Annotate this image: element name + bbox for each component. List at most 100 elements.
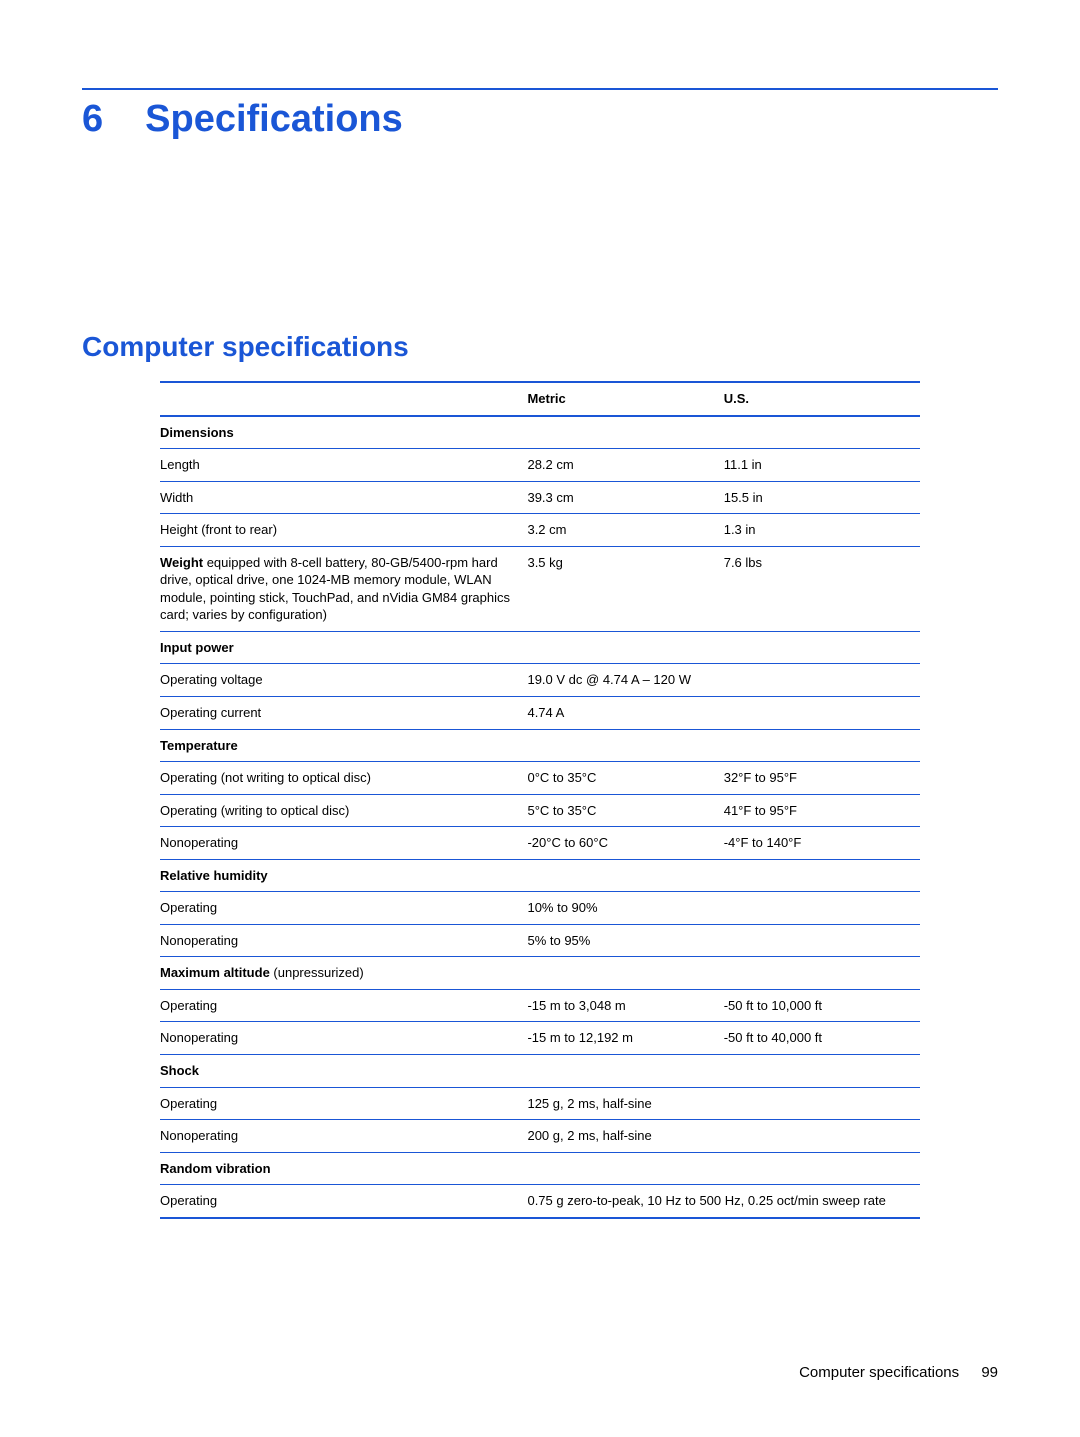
table-row: Nonoperating5% to 95% (160, 924, 920, 957)
cell-us (724, 697, 920, 730)
cell-us (724, 1152, 920, 1185)
cell-label: Nonoperating (160, 1120, 527, 1153)
cell-us: -50 ft to 10,000 ft (724, 989, 920, 1022)
label-text: Nonoperating (160, 1128, 238, 1143)
label-bold: Shock (160, 1063, 199, 1078)
label-text: equipped with 8-cell battery, 80-GB/5400… (160, 555, 510, 623)
cell-us (724, 729, 920, 762)
cell-us: 41°F to 95°F (724, 794, 920, 827)
cell-label: Maximum altitude (unpressurized) (160, 957, 527, 990)
table-row: Operating 125 g, 2 ms, half-sine (160, 1087, 920, 1120)
cell-label: Nonoperating (160, 827, 527, 860)
cell-metric: 10% to 90% (527, 892, 723, 925)
table-row: Operating voltage19.0 V dc @ 4.74 A – 12… (160, 664, 920, 697)
cell-us: 1.3 in (724, 514, 920, 547)
table-row: Nonoperating200 g, 2 ms, half-sine (160, 1120, 920, 1153)
specifications-tbody: MetricU.S. Dimensions Length28.2 cm11.1 in… (160, 382, 920, 1218)
cell-label: Nonoperating (160, 1022, 527, 1055)
cell-us (724, 631, 920, 664)
cell-us (724, 924, 920, 957)
cell-label: Nonoperating (160, 924, 527, 957)
table-row: Operating (writing to optical disc)5°C t… (160, 794, 920, 827)
cell-us (724, 1055, 920, 1088)
cell-metric: -15 m to 12,192 m (527, 1022, 723, 1055)
footer-text: Computer specifications (799, 1364, 959, 1381)
cell-us: 7.6 lbs (724, 546, 920, 631)
cell-metric: 5°C to 35°C (527, 794, 723, 827)
label-text: Height (front to rear) (160, 522, 277, 537)
label-text: Operating (not writing to optical disc) (160, 770, 371, 785)
cell-metric (527, 416, 723, 449)
table-row: Width39.3 cm15.5 in (160, 481, 920, 514)
table-row: MetricU.S. (160, 382, 920, 416)
cell-label: Operating (160, 989, 527, 1022)
cell-metric: Metric (527, 382, 723, 416)
cell-us (724, 859, 920, 892)
cell-metric: -20°C to 60°C (527, 827, 723, 860)
cell-us (724, 892, 920, 925)
table-row: Operating -15 m to 3,048 m-50 ft to 10,00… (160, 989, 920, 1022)
cell-label: Input power (160, 631, 527, 664)
table-row: Weight equipped with 8-cell battery, 80-… (160, 546, 920, 631)
top-rule (82, 88, 998, 90)
cell-metric (527, 631, 723, 664)
cell-metric: 3.2 cm (527, 514, 723, 547)
table-row: Operating current4.74 A (160, 697, 920, 730)
cell-label: Operating (160, 892, 527, 925)
cell-us (724, 664, 920, 697)
cell-us: U.S. (724, 382, 920, 416)
cell-label: Operating (160, 1087, 527, 1120)
cell-us: 15.5 in (724, 481, 920, 514)
cell-us: 32°F to 95°F (724, 762, 920, 795)
table-row: Length28.2 cm11.1 in (160, 449, 920, 482)
label-text: Operating (160, 900, 217, 915)
table-row: Height (front to rear) 3.2 cm1.3 in (160, 514, 920, 547)
table-row: Dimensions (160, 416, 920, 449)
cell-us (724, 1120, 920, 1153)
table-row: Operating 0.75 g zero-to-peak, 10 Hz to 5… (160, 1185, 920, 1218)
cell-metric (527, 729, 723, 762)
cell-metric: 3.5 kg (527, 546, 723, 631)
cell-label: Random vibration (160, 1152, 527, 1185)
cell-label (160, 382, 527, 416)
cell-metric (527, 859, 723, 892)
page: 6 Specifications Computer specifications… (0, 0, 1080, 1437)
label-text: Operating (160, 1096, 217, 1111)
cell-metric: 19.0 V dc @ 4.74 A – 120 W (527, 664, 723, 697)
table-row: Operating (not writing to optical disc) 0… (160, 762, 920, 795)
chapter-number: 6 (82, 98, 103, 141)
cell-metric: 125 g, 2 ms, half-sine (527, 1087, 723, 1120)
cell-us: 11.1 in (724, 449, 920, 482)
table-row: Maximum altitude (unpressurized) (160, 957, 920, 990)
cell-us: -4°F to 140°F (724, 827, 920, 860)
label-text: (unpressurized) (270, 965, 364, 980)
cell-us (724, 416, 920, 449)
cell-us (724, 1087, 920, 1120)
footer-page-number: 99 (981, 1364, 998, 1381)
table-row: Operating 10% to 90% (160, 892, 920, 925)
label-text: Width (160, 490, 193, 505)
table-row: Nonoperating-20°C to 60°C-4°F to 140°F (160, 827, 920, 860)
cell-label: Height (front to rear) (160, 514, 527, 547)
cell-metric (527, 1055, 723, 1088)
cell-value: 0.75 g zero-to-peak, 10 Hz to 500 Hz, 0.… (527, 1185, 920, 1218)
label-bold: Weight (160, 555, 203, 570)
cell-metric: 0°C to 35°C (527, 762, 723, 795)
label-bold: Dimensions (160, 425, 234, 440)
table-row: Random vibration (160, 1152, 920, 1185)
table-row: Shock (160, 1055, 920, 1088)
cell-label: Length (160, 449, 527, 482)
cell-metric (527, 957, 723, 990)
specifications-table: MetricU.S. Dimensions Length28.2 cm11.1 in… (160, 381, 920, 1219)
cell-metric (527, 1152, 723, 1185)
cell-label: Weight equipped with 8-cell battery, 80-… (160, 546, 527, 631)
cell-label: Operating (not writing to optical disc) (160, 762, 527, 795)
cell-metric: -15 m to 3,048 m (527, 989, 723, 1022)
label-text: Operating (160, 998, 217, 1013)
cell-label: Shock (160, 1055, 527, 1088)
label-bold: Input power (160, 640, 234, 655)
label-text: Nonoperating (160, 1030, 238, 1045)
table-row: Temperature (160, 729, 920, 762)
cell-label: Dimensions (160, 416, 527, 449)
label-text: Operating (160, 1193, 217, 1208)
